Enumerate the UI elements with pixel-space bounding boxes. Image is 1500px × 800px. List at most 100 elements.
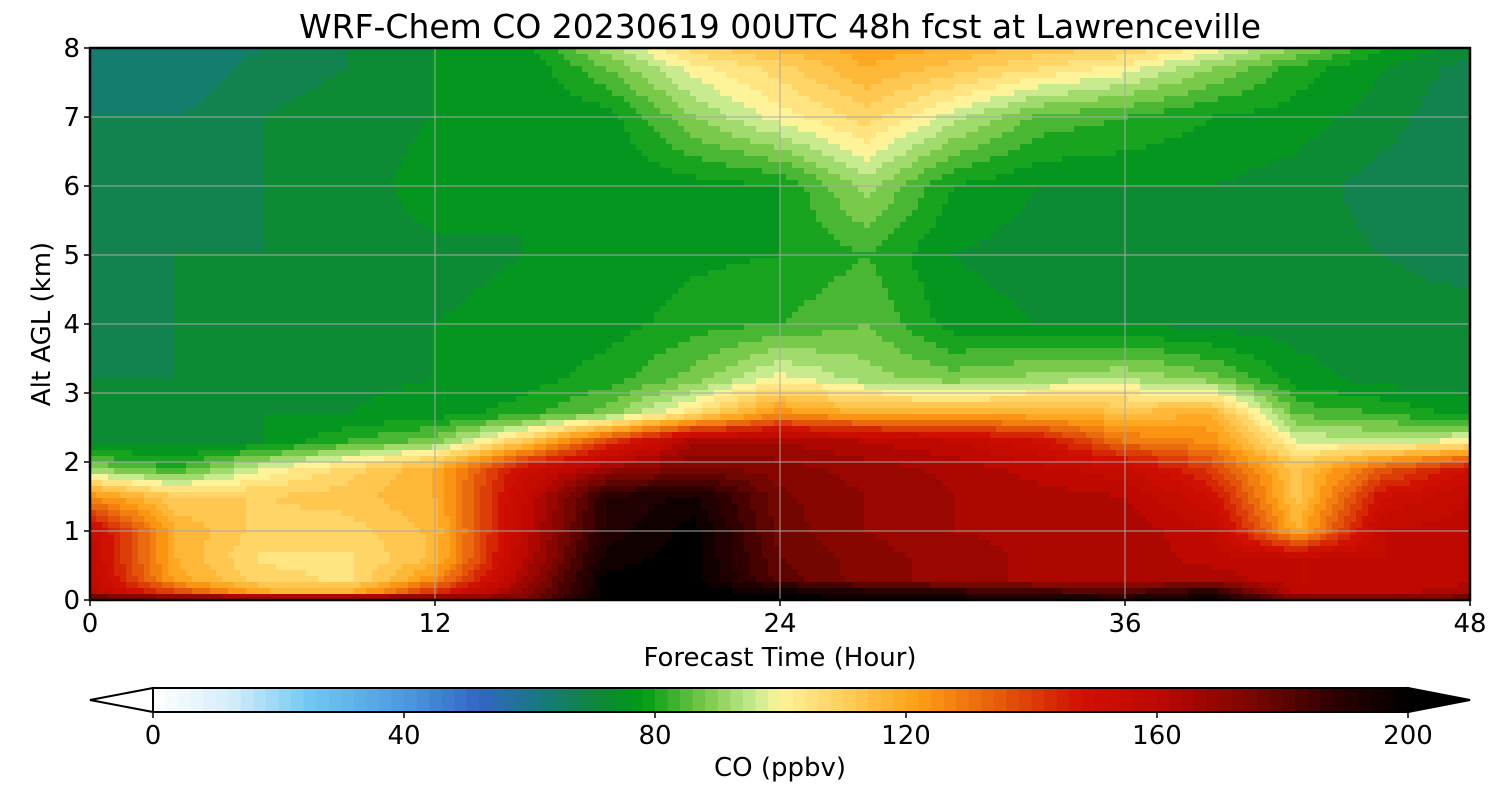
- contour-cell: [300, 54, 307, 61]
- contour-cell: [138, 72, 145, 79]
- contour-cell: [462, 66, 469, 73]
- contour-cell: [444, 84, 451, 91]
- contour-cell: [750, 84, 757, 91]
- contour-cell: [1248, 54, 1255, 61]
- contour-cell: [1212, 60, 1219, 67]
- contour-cell: [1296, 84, 1303, 91]
- contour-cell: [456, 72, 463, 79]
- contour-cell: [630, 54, 637, 61]
- contour-cell: [576, 60, 583, 67]
- contour-cell: [756, 72, 763, 79]
- contour-cell: [426, 60, 433, 67]
- contour-cell: [1272, 60, 1279, 67]
- contour-cell: [984, 78, 991, 85]
- contour-cell: [234, 54, 241, 61]
- contour-cell: [804, 72, 811, 79]
- contour-cell: [642, 84, 649, 91]
- contour-cell: [270, 60, 277, 67]
- contour-cell: [504, 66, 511, 73]
- contour-cell: [744, 54, 751, 61]
- contour-cell: [780, 84, 787, 91]
- contour-cell: [744, 78, 751, 85]
- contour-cell: [282, 54, 289, 61]
- contour-cell: [150, 54, 157, 61]
- contour-cell: [690, 54, 697, 61]
- contour-cell: [1044, 78, 1051, 85]
- contour-cell: [912, 78, 919, 85]
- contour-cell: [1296, 66, 1303, 73]
- contour-cell: [246, 66, 253, 73]
- contour-cell: [150, 60, 157, 67]
- contour-cell: [666, 60, 673, 67]
- contour-cell: [438, 60, 445, 67]
- contour-cell: [738, 60, 745, 67]
- contour-cell: [870, 60, 877, 67]
- contour-cell: [936, 54, 943, 61]
- contour-cell: [1104, 54, 1111, 61]
- contour-cell: [1218, 72, 1225, 79]
- contour-cell: [1200, 84, 1207, 91]
- contour-cell: [318, 60, 325, 67]
- contour-cell: [876, 84, 883, 91]
- contour-cell: [1200, 54, 1207, 61]
- contour-cell: [906, 54, 913, 61]
- contour-cell: [252, 60, 259, 67]
- contour-cell: [1422, 84, 1429, 91]
- contour-cell: [318, 66, 325, 73]
- contour-cell: [198, 66, 205, 73]
- contour-cell: [1068, 84, 1075, 91]
- contour-cell: [426, 84, 433, 91]
- contour-cell: [558, 60, 565, 67]
- contour-cell: [204, 78, 211, 85]
- contour-cell: [1290, 72, 1297, 79]
- contour-cell: [900, 84, 907, 91]
- contour-cell: [240, 54, 247, 61]
- contour-cell: [570, 60, 577, 67]
- contour-cell: [618, 72, 625, 79]
- contour-cell: [336, 54, 343, 61]
- contour-cell: [354, 78, 361, 85]
- contour-cell: [234, 84, 241, 91]
- contour-cell: [420, 84, 427, 91]
- contour-cell: [1104, 84, 1111, 91]
- contour-cell: [762, 54, 769, 61]
- contour-cell: [1434, 78, 1441, 85]
- contour-cell: [834, 60, 841, 67]
- contour-cell: [1194, 66, 1201, 73]
- contour-cell: [114, 78, 121, 85]
- contour-cell: [222, 78, 229, 85]
- contour-cell: [738, 72, 745, 79]
- contour-cell: [546, 72, 553, 79]
- contour-cell: [324, 78, 331, 85]
- contour-cell: [288, 78, 295, 85]
- contour-cell: [468, 60, 475, 67]
- contour-cell: [1236, 54, 1243, 61]
- contour-cell: [180, 66, 187, 73]
- contour-cell: [1116, 78, 1123, 85]
- contour-cell: [294, 84, 301, 91]
- contour-cell: [630, 78, 637, 85]
- contour-cell: [810, 72, 817, 79]
- contour-cell: [408, 66, 415, 73]
- contour-cell: [990, 84, 997, 91]
- contour-cell: [1452, 72, 1459, 79]
- contour-cell: [1386, 78, 1393, 85]
- contour-cell: [1110, 84, 1117, 91]
- contour-cell: [330, 78, 337, 85]
- contour-cell: [108, 60, 115, 67]
- contour-cell: [588, 66, 595, 73]
- contour-cell: [918, 72, 925, 79]
- contour-cell: [1260, 84, 1267, 91]
- contour-cell: [1320, 60, 1327, 67]
- contour-cell: [822, 84, 829, 91]
- contour-cell: [954, 66, 961, 73]
- contour-cell: [954, 54, 961, 61]
- contour-cell: [168, 54, 175, 61]
- contour-cell: [642, 60, 649, 67]
- contour-cell: [540, 72, 547, 79]
- contour-cell: [924, 78, 931, 85]
- contour-cell: [1056, 84, 1063, 91]
- contour-cell: [204, 66, 211, 73]
- contour-cell: [792, 54, 799, 61]
- contour-cell: [438, 78, 445, 85]
